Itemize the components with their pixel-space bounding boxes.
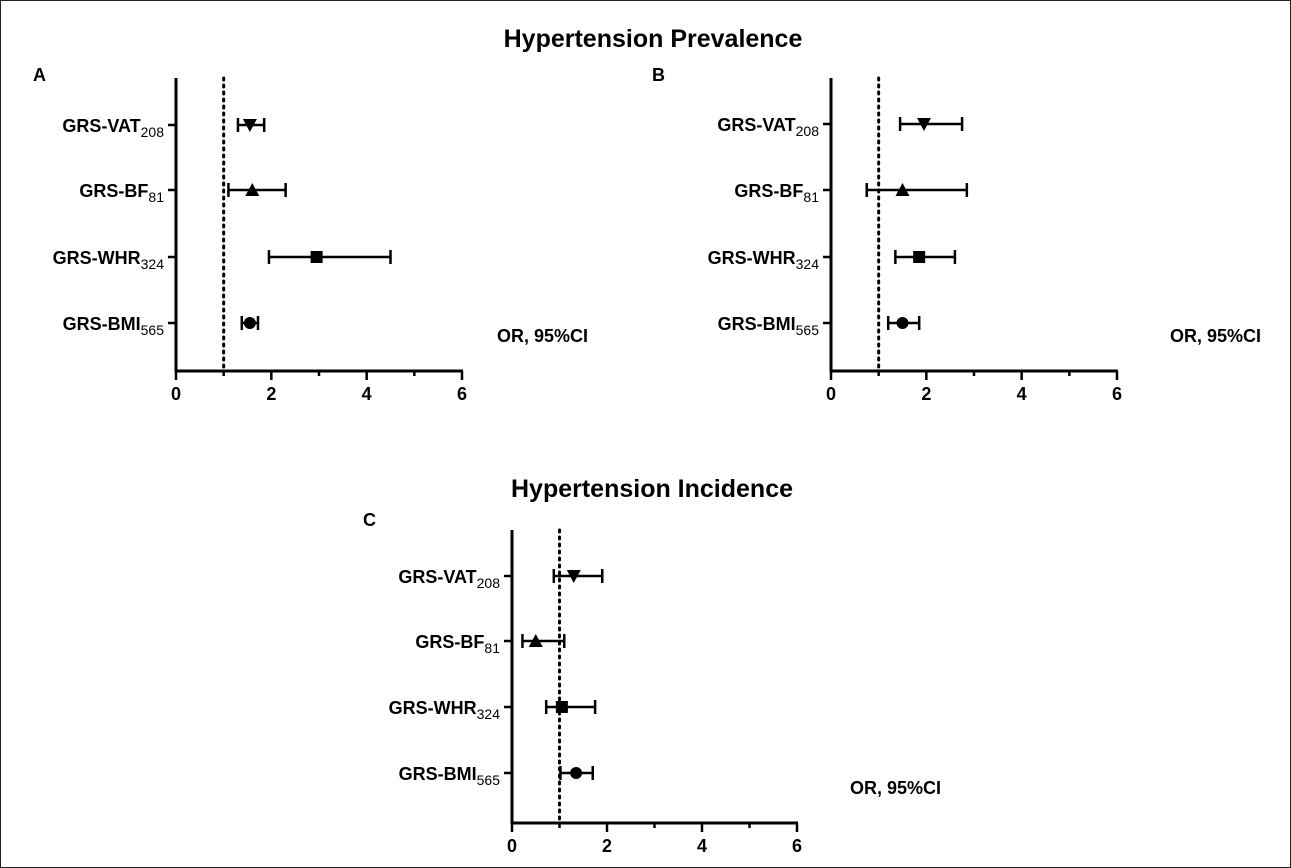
panel-b: B 0 2 4 6 OR, 95%CI GRS-VAT208 GRS-BF81 GRS-WHR3… xyxy=(652,65,1261,404)
x-tick-label: 0 xyxy=(171,384,181,404)
category-label: GRS-BMI565 xyxy=(399,764,501,788)
category-label: GRS-VAT208 xyxy=(62,116,164,140)
category-label-subscript: 565 xyxy=(477,772,501,788)
category-label: GRS-BMI565 xyxy=(63,314,165,338)
point-marker-triangle-up xyxy=(245,183,260,196)
point-marker-square xyxy=(913,251,926,263)
category-label: GRS-BF81 xyxy=(79,181,164,205)
x-tick-label: 6 xyxy=(457,384,467,404)
x-tick-label: 4 xyxy=(697,836,707,856)
point-marker-triangle-up xyxy=(895,183,910,196)
category-label-base: GRS-WHR xyxy=(389,698,477,718)
category-label-base: GRS-BF xyxy=(734,181,803,201)
point-marker-circle xyxy=(570,767,583,779)
point-marker-triangle-down xyxy=(916,118,931,131)
category-label-base: GRS-VAT xyxy=(62,116,140,136)
category-label-subscript: 208 xyxy=(796,123,820,139)
category-label-subscript: 208 xyxy=(477,575,501,591)
x-tick-label: 2 xyxy=(602,836,612,856)
category-label: GRS-BMI565 xyxy=(718,314,820,338)
point-marker-triangle-down xyxy=(242,119,257,132)
x-tick-label: 2 xyxy=(921,384,931,404)
category-label-subscript: 81 xyxy=(148,189,164,205)
category-label-base: GRS-WHR xyxy=(708,248,796,268)
category-label: GRS-VAT208 xyxy=(717,115,819,139)
category-label-subscript: 324 xyxy=(796,256,820,272)
panel-letter: C xyxy=(363,510,376,530)
x-axis-label: OR, 95%CI xyxy=(850,778,941,798)
panel-c: C 0 2 4 6 OR, 95%CI GRS-VAT208 GRS-BF81 GRS-WHR3… xyxy=(363,510,941,856)
category-label-subscript: 565 xyxy=(141,322,165,338)
point-marker-circle xyxy=(896,317,909,329)
category-label-subscript: 324 xyxy=(477,706,501,722)
category-label-base: GRS-BMI xyxy=(718,314,796,334)
category-label-subscript: 208 xyxy=(141,124,165,140)
panel-letter: A xyxy=(33,65,46,85)
category-label: GRS-WHR324 xyxy=(708,248,820,272)
category-label-base: GRS-BF xyxy=(79,181,148,201)
point-marker-square xyxy=(555,701,568,713)
category-label-base: GRS-BMI xyxy=(399,764,477,784)
x-axis-label: OR, 95%CI xyxy=(1170,326,1261,346)
title-incidence: Hypertension Incidence xyxy=(511,475,793,503)
category-label: GRS-BF81 xyxy=(734,181,819,205)
x-tick-label: 6 xyxy=(792,836,802,856)
x-axis-label: OR, 95%CI xyxy=(497,326,588,346)
category-label: GRS-WHR324 xyxy=(389,698,501,722)
x-tick-label: 0 xyxy=(826,384,836,404)
x-tick-label: 4 xyxy=(362,384,372,404)
point-marker-circle xyxy=(243,317,256,329)
category-label-subscript: 81 xyxy=(803,189,819,205)
category-label-base: GRS-VAT xyxy=(717,115,795,135)
category-label-base: GRS-BF xyxy=(415,632,484,652)
category-label-subscript: 565 xyxy=(796,322,820,338)
point-marker-triangle-down xyxy=(566,570,581,583)
category-label-subscript: 324 xyxy=(141,256,165,272)
category-label: GRS-WHR324 xyxy=(53,248,165,272)
x-tick-label: 6 xyxy=(1112,384,1122,404)
panel-a: A 0 2 4 6 OR, 95%CI GRS-VAT208 GRS-BF81 GRS-WHR3… xyxy=(33,65,588,404)
category-label-subscript: 81 xyxy=(484,640,500,656)
category-label-base: GRS-WHR xyxy=(53,248,141,268)
title-prevalence: Hypertension Prevalence xyxy=(504,25,803,53)
category-label-base: GRS-BMI xyxy=(63,314,141,334)
category-label: GRS-VAT208 xyxy=(398,567,500,591)
category-label: GRS-BF81 xyxy=(415,632,500,656)
x-tick-label: 4 xyxy=(1017,384,1027,404)
x-tick-label: 2 xyxy=(266,384,276,404)
point-marker-triangle-up xyxy=(528,634,543,647)
x-tick-label: 0 xyxy=(507,836,517,856)
category-label-base: GRS-VAT xyxy=(398,567,476,587)
panel-letter: B xyxy=(652,65,665,85)
point-marker-square xyxy=(310,251,323,263)
